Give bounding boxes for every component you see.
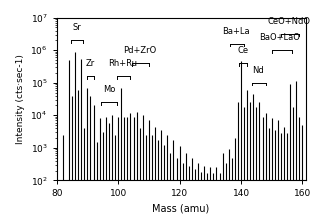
Text: Pd+ZrO: Pd+ZrO — [123, 46, 156, 55]
Text: Mo: Mo — [103, 85, 115, 94]
Text: Rh+Ru: Rh+Ru — [108, 59, 137, 68]
Text: CeO+NdO: CeO+NdO — [267, 17, 310, 26]
Y-axis label: Intensity (cts·sec-1): Intensity (cts·sec-1) — [16, 54, 25, 144]
Text: Nd: Nd — [252, 66, 264, 75]
Text: BaO+LaO: BaO+LaO — [259, 33, 300, 42]
Text: Sr: Sr — [72, 23, 81, 32]
Text: Zr: Zr — [86, 59, 95, 68]
Text: Ce: Ce — [237, 46, 248, 55]
Text: Ba+La: Ba+La — [223, 26, 250, 35]
X-axis label: Mass (amu): Mass (amu) — [152, 204, 210, 214]
